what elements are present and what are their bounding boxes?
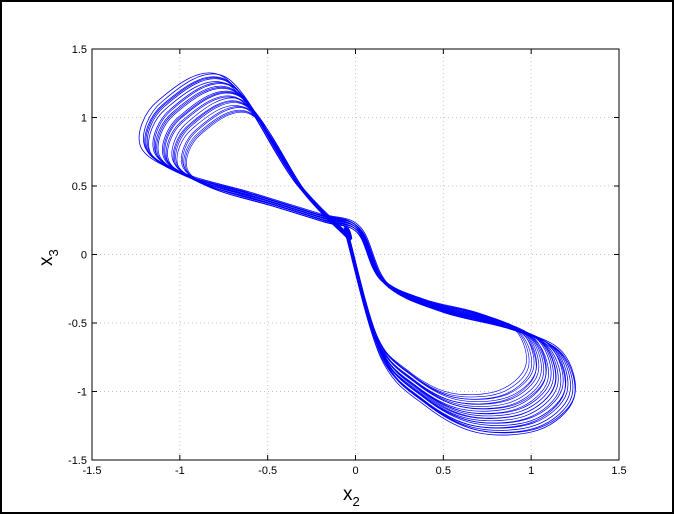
- trajectory-winding: [144, 76, 574, 433]
- y-tick-label: 0.5: [72, 181, 87, 193]
- tick-marks: [91, 48, 620, 461]
- x-tick-label: 1: [528, 465, 534, 477]
- x-tick-label: 1.5: [611, 465, 626, 477]
- y-tick-label: -1: [77, 387, 87, 399]
- x-tick-label: 0: [352, 465, 358, 477]
- y-tick-label: -1.5: [68, 455, 87, 467]
- trajectory-winding: [182, 107, 535, 400]
- x-axis-label: x2: [343, 484, 360, 509]
- trajectory-winding: [164, 92, 552, 415]
- trajectory-winding: [143, 73, 576, 434]
- y-tick-label: -0.5: [68, 318, 87, 330]
- trajectory-winding: [171, 97, 547, 410]
- trajectory-curves: [138, 72, 576, 436]
- x-tick-label: -1.5: [83, 465, 102, 477]
- x-tick-labels: -1.5 -1 -0.5 0 0.5 1 1.5: [83, 465, 627, 477]
- x-tick-label: -0.5: [258, 465, 277, 477]
- y-axis-label: x3: [36, 249, 61, 266]
- y-tick-label: 1.5: [72, 44, 87, 56]
- x-tick-label: -1: [175, 465, 185, 477]
- trajectory-winding: [146, 78, 569, 429]
- y-tick-label: 1: [81, 113, 87, 125]
- x-tick-label: 0.5: [436, 465, 451, 477]
- y-tick-labels: -1.5 -1 -0.5 0 0.5 1 1.5: [68, 44, 87, 467]
- y-tick-label: 0: [81, 250, 87, 262]
- trajectory-winding: [138, 72, 576, 436]
